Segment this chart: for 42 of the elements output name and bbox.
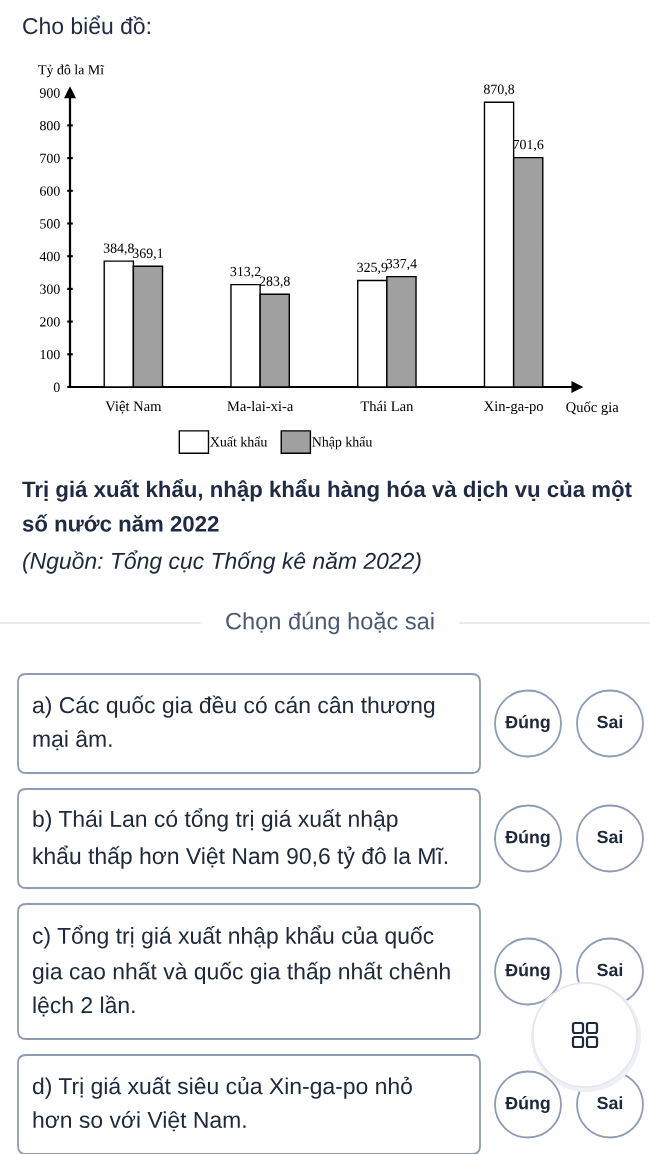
y-tick-label: 400 — [39, 251, 60, 262]
text: c) Tổng trị giá xuất nhập khẩu của quốc gia cao nhất và quốc gia thấp nhất chênh lệch 2 lần. — [32, 925, 450, 1017]
text: Đúng — [505, 963, 550, 980]
text: d) Trị giá xuất siêu của Xin-ga-po nhỏ hơn so với Việt Nam. — [32, 1076, 412, 1132]
y-tick-label: 200 — [40, 317, 60, 327]
y-tick-label: 500 — [40, 219, 60, 229]
text: a) Các quốc gia đều có cán cân thương mại âm. — [32, 695, 435, 751]
data-label: 313,2 — [230, 266, 261, 279]
y-tick-label: 900 — [39, 88, 60, 98]
y-tick-label: 300 — [40, 284, 60, 294]
text: Chọn đúng hoặc sai — [226, 611, 434, 635]
data-label: 870,8 — [483, 84, 515, 96]
data-label: 701,6 — [513, 139, 544, 152]
y-tick-label: 700 — [40, 153, 60, 164]
text: Sai — [597, 830, 623, 844]
text: Sai — [597, 1096, 623, 1110]
text: Trị giá xuất khẩu, nhập khẩu hàng hóa và dịch vụ của một số nước năm 2022 — [22, 479, 632, 532]
legend-label: Xuất khẩu — [210, 436, 268, 447]
x-tick-label: Thái Lan — [360, 400, 414, 412]
text: Cho biểu đồ: — [23, 15, 150, 35]
text: Đúng — [505, 715, 550, 732]
text: b) Thái Lan có tổng trị giá xuất nhập khẩu thấp hơn Việt Nam 90,6 tỷ đô la Mĩ. — [33, 808, 448, 869]
data-label: 384,8 — [103, 243, 134, 255]
data-label: 369,1 — [132, 248, 163, 260]
legend-label: Nhập khẩu — [312, 436, 373, 450]
x-tick-label: Xin-ga-po — [483, 401, 544, 415]
data-label: 337,4 — [386, 258, 417, 271]
text: (Nguồn: Tổng cục Thống kê năm 2022) — [23, 550, 421, 574]
y-tick-label: 800 — [39, 120, 60, 131]
text: Đúng — [505, 1096, 550, 1113]
y-tick-label: 100 — [40, 349, 60, 360]
data-label: 325,9 — [357, 262, 388, 275]
x-tick-label: Việt Nam — [105, 400, 162, 414]
text: Sai — [597, 963, 623, 977]
text: Đúng — [505, 830, 550, 847]
x-axis-title: Quốc gia — [566, 401, 619, 416]
data-label: 283,8 — [259, 276, 290, 288]
text: Sai — [597, 715, 623, 729]
y-tick-label: 600 — [40, 186, 60, 196]
y-axis-title: Tỷ đô la Mĩ — [38, 64, 105, 78]
x-tick-label: Ma-lai-xi-a — [227, 400, 294, 412]
y-tick-label: 0 — [53, 382, 60, 392]
